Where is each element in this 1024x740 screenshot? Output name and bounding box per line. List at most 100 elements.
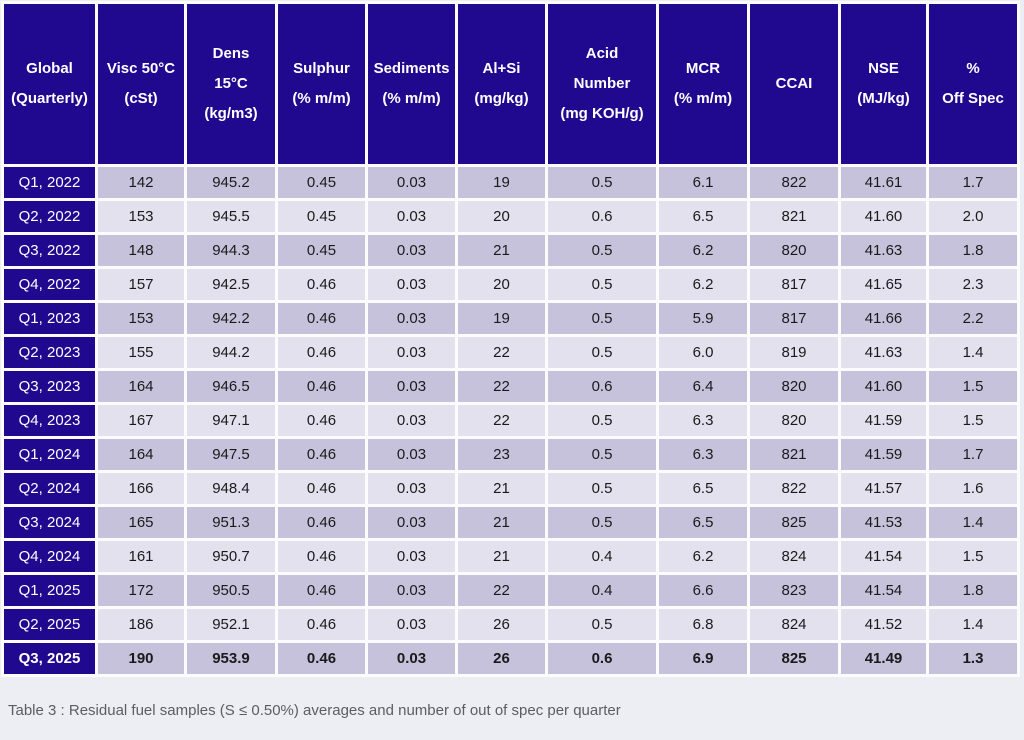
data-cell: 820 [750,235,838,266]
data-cell: 2.3 [929,269,1017,300]
table-row: Q2, 2022 153 945.5 0.45 0.03 20 0.6 6.5 821 41.60… [4,201,1017,232]
data-cell: 0.46 [278,439,365,470]
data-cell: 26 [458,643,545,674]
table-row: Q3, 2025 190 953.9 0.46 0.03 26 0.6 6.9 825 41.49… [4,643,1017,674]
data-cell: 0.03 [368,269,455,300]
table-row: Q1, 2022 142 945.2 0.45 0.03 19 0.5 6.1 822 41.61… [4,167,1017,198]
data-cell: 953.9 [187,643,275,674]
data-cell: 6.3 [659,439,747,470]
data-cell: 190 [98,643,184,674]
data-cell: 21 [458,541,545,572]
data-cell: 26 [458,609,545,640]
data-cell: 2.2 [929,303,1017,334]
data-cell: 41.59 [841,405,926,436]
data-cell: 165 [98,507,184,538]
data-cell: 0.03 [368,541,455,572]
row-header: Q3, 2023 [4,371,95,402]
data-cell: 1.5 [929,371,1017,402]
data-cell: 0.03 [368,609,455,640]
data-cell: 0.45 [278,235,365,266]
data-cell: 1.4 [929,609,1017,640]
data-cell: 822 [750,473,838,504]
data-cell: 0.46 [278,507,365,538]
data-cell: 950.5 [187,575,275,606]
data-cell: 172 [98,575,184,606]
data-cell: 1.4 [929,337,1017,368]
data-cell: 0.46 [278,371,365,402]
data-cell: 952.1 [187,609,275,640]
data-cell: 0.03 [368,575,455,606]
column-header: NSE (MJ/kg) [841,4,926,164]
data-cell: 817 [750,269,838,300]
data-cell: 153 [98,303,184,334]
column-header: MCR (% m/m) [659,4,747,164]
data-cell: 41.61 [841,167,926,198]
column-header: Sulphur (% m/m) [278,4,365,164]
data-cell: 41.65 [841,269,926,300]
column-header: Visc 50°C (cSt) [98,4,184,164]
data-cell: 41.60 [841,201,926,232]
data-cell: 6.9 [659,643,747,674]
data-cell: 41.60 [841,371,926,402]
column-header: Sediments (% m/m) [368,4,455,164]
data-cell: 0.5 [548,235,656,266]
data-cell: 6.5 [659,201,747,232]
data-cell: 0.03 [368,201,455,232]
data-cell: 153 [98,201,184,232]
data-cell: 825 [750,643,838,674]
data-cell: 0.03 [368,405,455,436]
data-cell: 1.8 [929,575,1017,606]
data-cell: 825 [750,507,838,538]
data-cell: 6.2 [659,269,747,300]
data-cell: 945.5 [187,201,275,232]
data-cell: 1.3 [929,643,1017,674]
data-cell: 41.57 [841,473,926,504]
data-cell: 21 [458,235,545,266]
data-cell: 6.8 [659,609,747,640]
table-row: Q4, 2022 157 942.5 0.46 0.03 20 0.5 6.2 817 41.65… [4,269,1017,300]
data-cell: 0.03 [368,235,455,266]
data-cell: 824 [750,541,838,572]
data-cell: 6.5 [659,473,747,504]
residual-fuel-quarterly-table: Global (Quarterly) Visc 50°C (cSt) Dens 15… [1,1,1020,677]
row-header: Q2, 2024 [4,473,95,504]
data-cell: 41.52 [841,609,926,640]
data-cell: 41.54 [841,575,926,606]
data-cell: 817 [750,303,838,334]
data-cell: 0.45 [278,167,365,198]
data-cell: 1.7 [929,167,1017,198]
table-row: Q3, 2022 148 944.3 0.45 0.03 21 0.5 6.2 820 41.63… [4,235,1017,266]
table-header-row: Global (Quarterly) Visc 50°C (cSt) Dens 15… [4,4,1017,164]
data-cell: 0.03 [368,507,455,538]
data-cell: 20 [458,201,545,232]
data-cell: 948.4 [187,473,275,504]
data-cell: 166 [98,473,184,504]
data-cell: 22 [458,337,545,368]
data-cell: 41.54 [841,541,926,572]
data-cell: 164 [98,439,184,470]
data-cell: 22 [458,371,545,402]
data-cell: 0.4 [548,541,656,572]
data-cell: 164 [98,371,184,402]
data-cell: 821 [750,439,838,470]
data-cell: 148 [98,235,184,266]
data-cell: 0.46 [278,303,365,334]
table-row: Q2, 2023 155 944.2 0.46 0.03 22 0.5 6.0 819 41.63… [4,337,1017,368]
data-cell: 5.9 [659,303,747,334]
data-cell: 946.5 [187,371,275,402]
data-cell: 821 [750,201,838,232]
data-cell: 23 [458,439,545,470]
column-header: % Off Spec [929,4,1017,164]
data-cell: 820 [750,405,838,436]
data-cell: 0.46 [278,269,365,300]
data-cell: 0.5 [548,405,656,436]
data-cell: 0.5 [548,167,656,198]
data-cell: 0.5 [548,269,656,300]
row-header: Q2, 2023 [4,337,95,368]
data-cell: 0.6 [548,371,656,402]
data-cell: 947.1 [187,405,275,436]
data-cell: 822 [750,167,838,198]
data-cell: 142 [98,167,184,198]
data-cell: 0.03 [368,439,455,470]
data-cell: 942.2 [187,303,275,334]
